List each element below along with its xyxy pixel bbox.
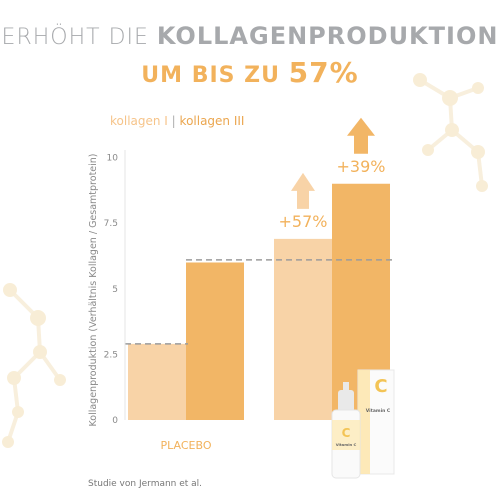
product-bottle-name: Vitamin C <box>336 442 357 447</box>
product-bottle-letter: C <box>342 426 351 440</box>
y-tick-label: 0 <box>112 416 118 426</box>
y-tick-label: 10 <box>107 154 119 164</box>
bar-kollagen-i-treatment <box>274 238 332 420</box>
subtitle-text: UM BIS ZU <box>141 63 280 88</box>
annotation-label-2: +39% <box>337 157 386 176</box>
y-axis-label: Kollagenproduktion (Verhältnis Kollagen … <box>88 154 99 427</box>
reference-lines <box>125 259 392 345</box>
molecule-decoration-right <box>413 73 488 192</box>
y-tick-label: 2.5 <box>104 350 118 360</box>
up-arrow-icon <box>347 117 375 154</box>
up-arrow-icon <box>291 172 315 209</box>
title-light: ERHÖHT DIE <box>1 25 149 50</box>
source-note: Studie von Jermann et al. <box>88 479 203 489</box>
legend-separator: | <box>171 114 176 128</box>
title-line-2: UM BIS ZU 57% <box>0 56 500 89</box>
bars-layer <box>128 183 390 420</box>
product-box-name: Vitamin C <box>366 408 391 414</box>
title-bold: KOLLAGENPRODUKTION <box>156 22 499 50</box>
y-tick-label: 7.5 <box>104 219 118 229</box>
x-tick-label-placebo: PLACEBO <box>161 439 212 452</box>
annotation-label-1: +57% <box>279 212 328 231</box>
legend-series-1: kollagen I <box>110 114 168 128</box>
molecule-decoration-left <box>2 283 66 448</box>
legend: kollagen I | kollagen III <box>110 114 244 128</box>
product-box-letter: C <box>374 376 387 397</box>
y-tick-label: 5 <box>112 285 118 295</box>
legend-series-2: kollagen III <box>179 114 245 128</box>
bar-kollagen-i-placebo <box>128 343 186 420</box>
bar-kollagen-iii-placebo <box>186 262 244 420</box>
y-ticks: 0 2.5 5 7.5 10 <box>104 154 119 427</box>
annotations: +57% +39% <box>279 117 386 231</box>
subtitle-value: 57% <box>288 56 359 89</box>
title-line-1: ERHÖHT DIE KOLLAGENPRODUKTION <box>0 22 500 50</box>
product-bottle: C Vitamin C C Vitamin C <box>331 369 395 479</box>
